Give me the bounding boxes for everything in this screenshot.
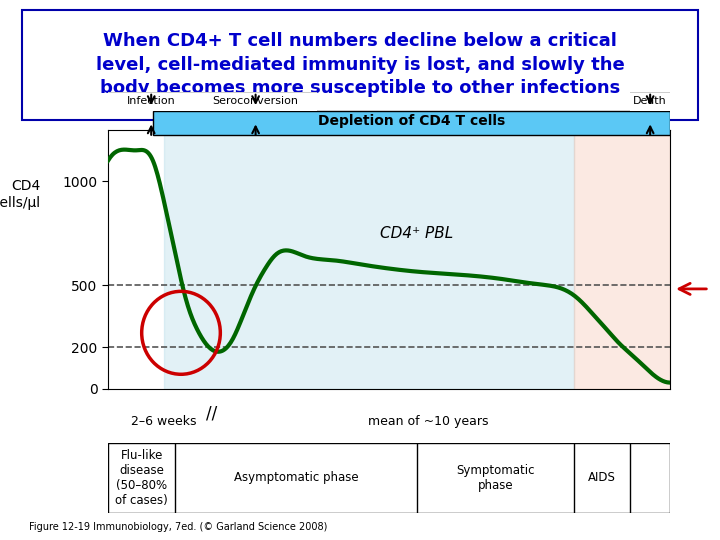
Text: Depletion of CD4 T cells: Depletion of CD4 T cells [318, 114, 505, 129]
Bar [574, 130, 670, 389]
FancyBboxPatch shape [22, 10, 698, 120]
Text: 2–6 weeks: 2–6 weeks [132, 415, 197, 428]
Bar [164, 130, 574, 389]
Text: Asymptomatic phase: Asymptomatic phase [234, 471, 359, 484]
Text: mean of ~10 years: mean of ~10 years [368, 415, 488, 428]
FancyBboxPatch shape [628, 91, 672, 112]
Text: Flu-like
disease
(50–80%
of cases): Flu-like disease (50–80% of cases) [115, 449, 168, 507]
Text: CD4⁺ PBL: CD4⁺ PBL [380, 226, 454, 241]
Bar [153, 111, 670, 135]
Text: When CD4+ T cell numbers decline below a critical
level, cell-mediated immunity : When CD4+ T cell numbers decline below a… [96, 32, 624, 97]
Text: Seroconversion: Seroconversion [212, 96, 299, 106]
Text: Symptomatic
phase: Symptomatic phase [456, 464, 535, 492]
Text: //: // [206, 404, 217, 422]
FancyBboxPatch shape [104, 91, 199, 112]
Text: Figure 12-19 Immunobiology, 7ed. (© Garland Science 2008): Figure 12-19 Immunobiology, 7ed. (© Garl… [29, 522, 327, 532]
Text: Infection: Infection [127, 96, 176, 106]
Text: AIDS: AIDS [588, 471, 616, 484]
Y-axis label: CD4
T cells/μl: CD4 T cells/μl [0, 179, 40, 210]
Text: Death: Death [633, 96, 667, 106]
FancyBboxPatch shape [189, 91, 323, 112]
